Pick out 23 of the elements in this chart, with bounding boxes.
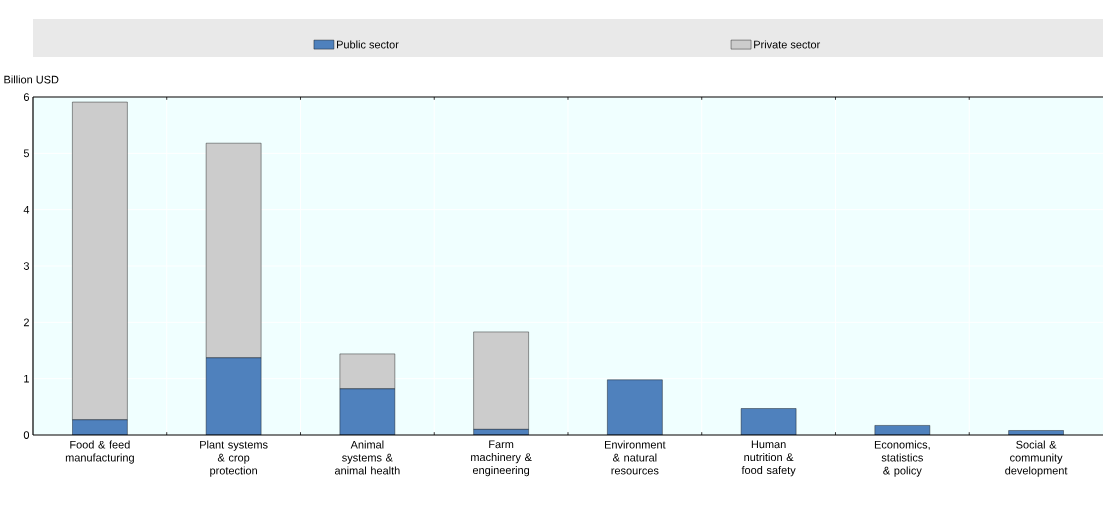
bar	[72, 419, 128, 435]
bar	[607, 379, 663, 435]
y-tick-label: 0	[23, 431, 30, 439]
bar	[740, 408, 797, 435]
y-tick-label: 1	[24, 374, 29, 383]
x-tick-label: Animal systems & animal health	[334, 440, 400, 475]
y-tick-label: 3	[23, 262, 29, 270]
y-axis-title: Billion USD	[4, 75, 59, 84]
legend-label: Private sector	[754, 40, 821, 49]
y-tick-label: 6	[23, 93, 29, 101]
legend-label: Public sector	[337, 40, 399, 49]
bar	[205, 357, 262, 435]
x-tick-label: Social & community development	[1005, 440, 1068, 477]
x-tick-label: Human nutrition & food safety	[741, 440, 796, 477]
x-tick-label: Economics, statistics & policy	[874, 440, 930, 477]
x-tick-label: Farm machinery & engineering	[471, 440, 532, 477]
x-tick-label: Environment & natural resources	[605, 440, 666, 475]
y-tick-label: 2	[23, 318, 29, 327]
x-tick-label: Plant systems & crop protection	[200, 440, 268, 477]
bar	[339, 388, 396, 435]
y-tick-label: 5	[23, 149, 30, 158]
x-tick-label: Food & feed manufacturing	[65, 440, 134, 464]
y-tick-label: 4	[23, 205, 30, 214]
